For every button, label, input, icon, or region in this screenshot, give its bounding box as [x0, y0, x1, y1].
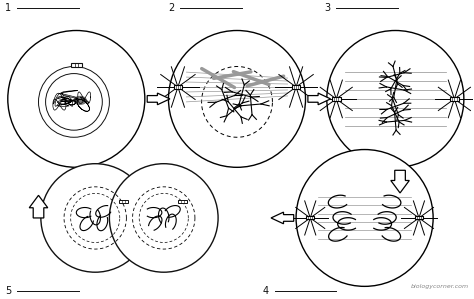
Ellipse shape — [8, 30, 145, 167]
Bar — [178, 200, 187, 203]
Polygon shape — [308, 93, 330, 105]
Polygon shape — [147, 93, 170, 105]
Bar — [119, 200, 128, 203]
FancyBboxPatch shape — [173, 86, 182, 89]
Bar — [71, 62, 82, 67]
Polygon shape — [29, 195, 48, 218]
Ellipse shape — [41, 164, 150, 272]
Ellipse shape — [109, 164, 218, 272]
Polygon shape — [271, 212, 294, 224]
Text: 2: 2 — [168, 3, 175, 13]
Ellipse shape — [296, 150, 433, 286]
Text: 5: 5 — [5, 286, 12, 296]
Text: biologycorner.com: biologycorner.com — [410, 284, 469, 289]
Polygon shape — [391, 170, 410, 193]
Circle shape — [74, 97, 86, 104]
Ellipse shape — [327, 30, 464, 167]
Text: 3: 3 — [324, 3, 330, 13]
Text: 1: 1 — [5, 3, 11, 13]
FancyBboxPatch shape — [307, 216, 314, 219]
FancyBboxPatch shape — [292, 86, 301, 89]
FancyBboxPatch shape — [415, 216, 423, 219]
FancyBboxPatch shape — [450, 97, 459, 100]
FancyBboxPatch shape — [332, 97, 340, 100]
Text: 4: 4 — [263, 286, 269, 296]
Ellipse shape — [168, 30, 306, 167]
